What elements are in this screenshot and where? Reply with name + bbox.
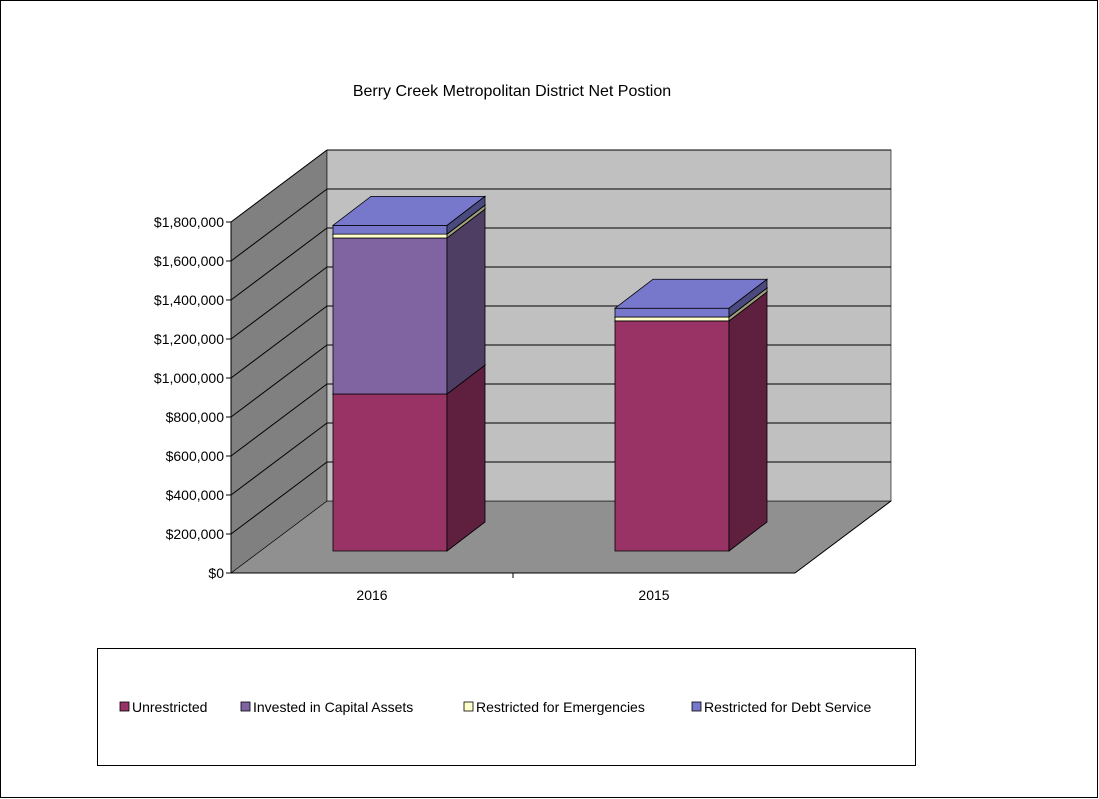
y-tick-label: $1,200,000: [154, 331, 224, 347]
x-category-label: 2015: [638, 587, 669, 603]
bar-segment-front: [333, 234, 447, 238]
legend-swatch: [464, 702, 473, 711]
y-tick-label: $1,400,000: [154, 292, 224, 308]
legend-label: Invested in Capital Assets: [253, 699, 413, 715]
bar-segment-side: [447, 365, 485, 551]
y-tick-label: $0: [208, 565, 224, 581]
chart-title: Berry Creek Metropolitan District Net Po…: [353, 83, 671, 100]
bar-segment-side: [447, 209, 485, 394]
bar-segment-front: [615, 308, 729, 317]
legend-label: Restricted for Debt Service: [704, 699, 871, 715]
legend-swatch: [692, 702, 701, 711]
y-tick-label: $1,600,000: [154, 253, 224, 269]
legend-swatch: [120, 702, 129, 711]
bar-segment-front: [615, 317, 729, 321]
x-category-label: 2016: [356, 587, 387, 603]
legend-label: Unrestricted: [132, 699, 207, 715]
y-tick-label: $1,800,000: [154, 214, 224, 230]
chart-side-wall: [231, 150, 327, 573]
chart-floor: [231, 501, 891, 573]
plot-area: $0 $200,000 $400,000 $600,000 $800,000 $1,000…: [154, 150, 891, 603]
bar-segment-front: [333, 394, 447, 551]
bar-segment-front: [333, 225, 447, 234]
y-tick-label: $1,000,000: [154, 370, 224, 386]
bar-segment-side: [729, 292, 767, 551]
y-tick-label: $200,000: [166, 526, 225, 542]
y-tick-label: $800,000: [166, 409, 225, 425]
legend-label: Restricted for Emergencies: [476, 699, 645, 715]
legend-swatch: [241, 702, 250, 711]
bar-segment-front: [615, 321, 729, 551]
bar-segment-front: [333, 238, 447, 394]
y-tick-label: $400,000: [166, 487, 225, 503]
y-tick-label: $600,000: [166, 448, 225, 464]
